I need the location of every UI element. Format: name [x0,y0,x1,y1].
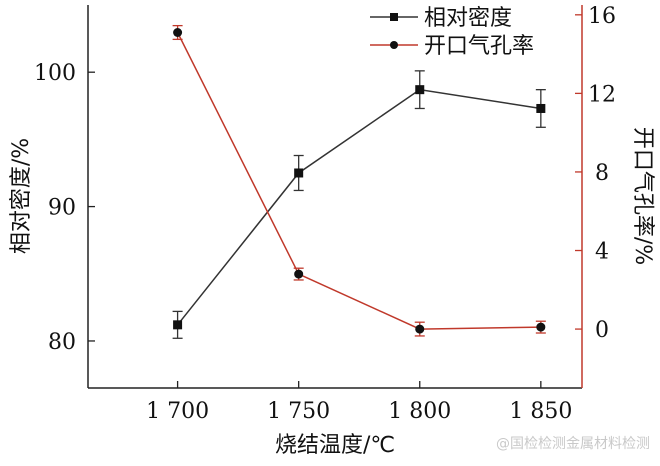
porosity-line [176,32,541,330]
x-tick-label-1800: 1 800 [388,399,451,424]
legend: 相对密度 开口气孔率 [370,6,534,59]
ticks-layer: 1 700 1 750 1 800 1 850 80 90 100 0 4 8 12 16 [34,4,616,424]
density-point-1800 [415,85,425,95]
x-axis-title: 烧结温度/℃ [275,433,395,458]
porosity-point-1700 [173,27,183,37]
density-point-1850 [536,103,546,113]
x-tick-label-1700: 1 700 [146,399,209,424]
y-right-tick-label-4: 4 [595,240,609,265]
y-axis-right-title: 开口气孔率/% [630,127,655,265]
y-right-tick-label-0: 0 [595,318,609,343]
watermark: @国检检测金属材料检测 [496,436,650,452]
legend-label-porosity: 开口气孔率 [424,34,534,59]
legend-marker-density [390,13,398,21]
series-layer [172,24,546,339]
density-point-1700 [173,320,183,330]
porosity-point-1800 [415,324,425,334]
y-axis-left-title: 相对密度/% [9,138,34,254]
legend-marker-porosity [390,41,398,49]
y-left-tick-label-90: 90 [48,196,76,221]
legend-label-density: 相对密度 [424,6,512,31]
x-tick-label-1850: 1 850 [509,399,572,424]
y-left-tick-label-80: 80 [48,330,76,355]
y-right-tick-label-8: 8 [595,161,609,186]
porosity-point-1750 [294,269,304,279]
y-right-tick-label-12: 12 [588,82,616,107]
density-line [177,88,541,326]
porosity-point-1850 [536,322,546,332]
y-right-tick-label-16: 16 [588,4,616,29]
density-point-1750 [294,168,304,178]
x-tick-label-1750: 1 750 [267,399,330,424]
y-left-tick-label-100: 100 [34,61,76,86]
